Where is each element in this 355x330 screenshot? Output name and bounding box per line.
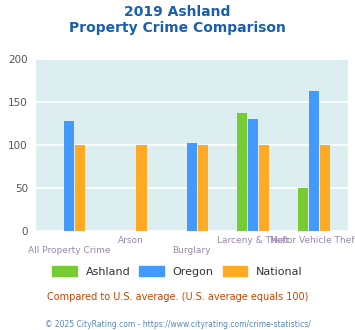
Text: Motor Vehicle Theft: Motor Vehicle Theft (270, 236, 355, 245)
Text: Arson: Arson (118, 236, 143, 245)
Text: Compared to U.S. average. (U.S. average equals 100): Compared to U.S. average. (U.S. average … (47, 292, 308, 302)
Legend: Ashland, Oregon, National: Ashland, Oregon, National (48, 261, 307, 281)
Bar (136, 145, 147, 231)
Bar (259, 145, 269, 231)
Text: Property Crime Comparison: Property Crime Comparison (69, 21, 286, 35)
Bar (198, 145, 208, 231)
Bar (320, 145, 330, 231)
Bar (248, 119, 258, 231)
Bar (237, 113, 247, 231)
Bar (309, 91, 319, 231)
Bar (64, 121, 74, 231)
Text: 2019 Ashland: 2019 Ashland (124, 5, 231, 19)
Text: All Property Crime: All Property Crime (28, 246, 110, 255)
Text: Larceny & Theft: Larceny & Theft (217, 236, 289, 245)
Bar (75, 145, 85, 231)
Bar (298, 188, 308, 231)
Text: © 2025 CityRating.com - https://www.cityrating.com/crime-statistics/: © 2025 CityRating.com - https://www.city… (45, 320, 310, 329)
Text: Burglary: Burglary (173, 246, 211, 255)
Bar (187, 143, 197, 231)
